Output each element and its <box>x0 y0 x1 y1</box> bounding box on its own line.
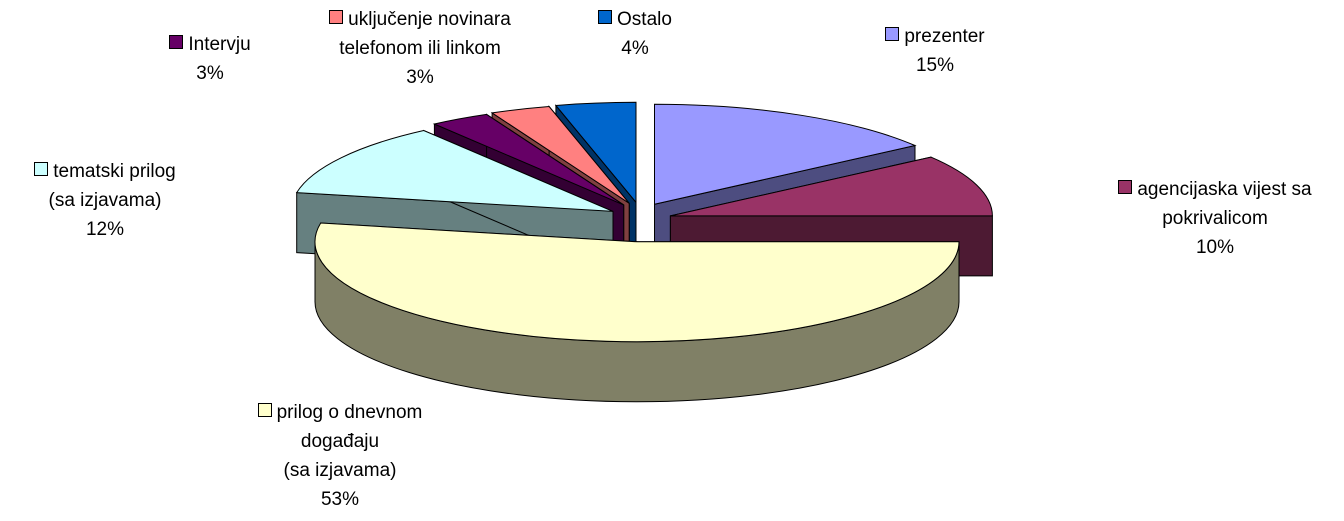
slice <box>314 222 960 343</box>
percent-label: 12% <box>85 219 125 240</box>
slice <box>432 113 624 206</box>
legend-entry: prilog o dnevnom događaju (sa izjavama) <box>180 398 500 485</box>
slice <box>554 101 637 204</box>
percent-label: 3% <box>196 63 224 84</box>
category-label: agencijaska vijest sa pokrivalicom <box>1137 179 1312 229</box>
legend-entry: uključenje novinara telefonom ili linkom <box>260 5 580 63</box>
data-label: Ostalo 4% <box>475 5 795 63</box>
slice <box>654 103 917 205</box>
slice <box>490 105 630 204</box>
data-label: uključenje novinara telefonom ili linkom… <box>260 5 580 92</box>
legend-swatch <box>329 10 344 24</box>
category-label: Ostalo <box>617 9 672 30</box>
data-label: prilog o dnevnom događaju (sa izjavama) 5… <box>180 398 500 514</box>
legend-swatch <box>169 35 184 49</box>
legend-entry: agencijaska vijest sa pokrivalicom <box>1055 175 1344 233</box>
category-label: prilog o dnevnom događaju (sa izjavama) <box>276 402 423 481</box>
legend-swatch <box>257 403 272 417</box>
percent-label: 10% <box>1195 237 1235 258</box>
legend-entry: Intervju <box>50 30 370 59</box>
category-label: prezenter <box>904 26 985 47</box>
percent-label: 53% <box>320 489 360 510</box>
slice <box>670 156 993 217</box>
legend-swatch <box>885 27 900 41</box>
percent-label: 15% <box>915 55 955 76</box>
slice <box>295 129 614 212</box>
category-label: Intervju <box>188 34 251 55</box>
category-label: tematski prilog (sa izjavama) <box>48 161 176 211</box>
legend-entry: Ostalo <box>475 5 795 34</box>
legend-entry: prezenter <box>775 22 1095 51</box>
data-label: Intervju 3% <box>50 30 370 88</box>
category-label: uključenje novinara telefonom ili linkom <box>339 9 511 59</box>
percent-label: 4% <box>621 38 649 59</box>
legend-swatch <box>598 10 613 24</box>
legend-entry: tematski prilog (sa izjavama) <box>0 157 265 215</box>
legend-swatch <box>34 162 49 176</box>
legend-swatch <box>1118 180 1133 194</box>
data-label: tematski prilog (sa izjavama) 12% <box>0 157 265 244</box>
data-label: agencijaska vijest sa pokrivalicom 10% <box>1055 175 1344 262</box>
percent-label: 3% <box>406 67 434 88</box>
data-label: prezenter 15% <box>775 22 1095 80</box>
